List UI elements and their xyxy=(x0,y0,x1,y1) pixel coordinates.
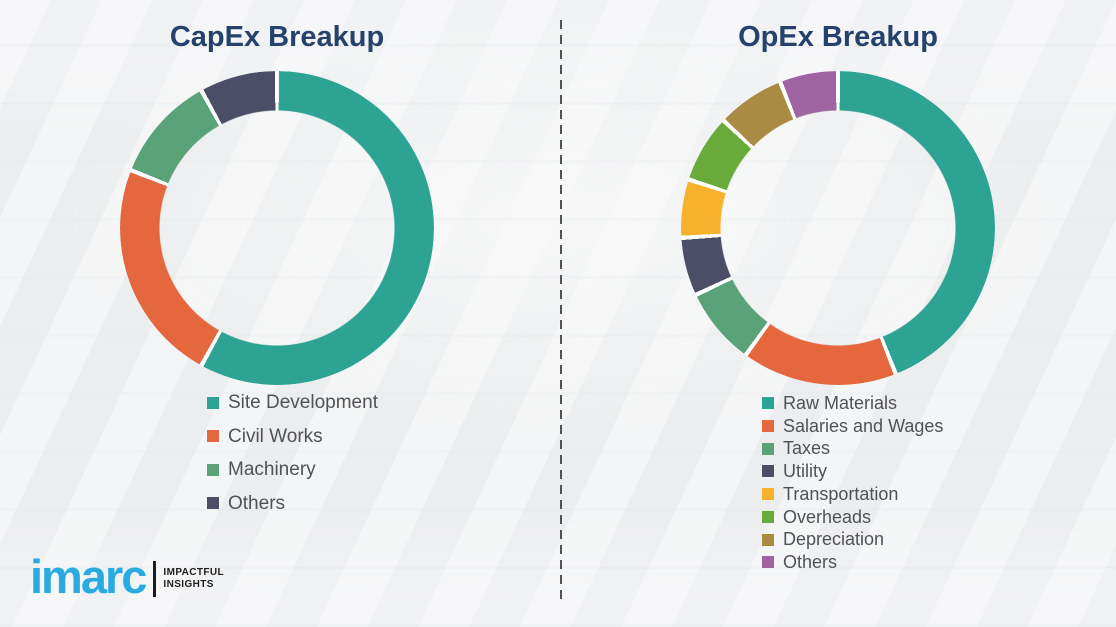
legend-swatch xyxy=(762,442,774,455)
legend-label: Machinery xyxy=(228,459,316,480)
legend-item: Site Development xyxy=(207,393,378,413)
capex-chart-title: CapEx Breakup xyxy=(169,21,385,53)
legend-swatch xyxy=(207,430,219,443)
legend-item: Civil Works xyxy=(207,425,378,447)
legend-label: Salaries and Wages xyxy=(783,415,944,436)
legend-swatch xyxy=(762,510,774,523)
legend-item: Others xyxy=(207,492,378,514)
legend-swatch xyxy=(762,397,774,410)
logo-divider-bar xyxy=(153,560,157,597)
legend-label: Civil Works xyxy=(228,425,323,447)
logo-tagline-line2: INSIGHTS xyxy=(163,578,214,590)
legend-item: Utility xyxy=(762,460,943,483)
legend-item: Taxes xyxy=(762,437,943,460)
capex-donut-chart xyxy=(120,71,434,385)
legend-item: Overheads xyxy=(762,506,943,529)
legend-swatch xyxy=(762,420,774,433)
legend-swatch xyxy=(762,533,774,546)
logo-tagline: IMPACTFUL INSIGHTS xyxy=(163,567,224,591)
legend-item: Depreciation xyxy=(762,528,943,551)
capex-legend: Site Development Civil Works Machinery Othe… xyxy=(207,393,378,527)
legend-swatch xyxy=(207,497,219,510)
legend-swatch xyxy=(762,488,774,501)
imarc-logo: imarc IMPACTFUL INSIGHTS xyxy=(30,553,224,600)
opex-legend: Raw Materials Salaries and Wages Taxes Util… xyxy=(762,392,943,574)
legend-label: Site Development xyxy=(228,392,378,413)
legend-label: Others xyxy=(228,492,286,514)
legend-swatch xyxy=(762,465,774,478)
legend-item: Machinery xyxy=(207,460,378,480)
legend-label: Utility xyxy=(783,461,827,482)
legend-swatch xyxy=(207,396,219,409)
legend-label: Depreciation xyxy=(783,529,885,550)
legend-label: Transportation xyxy=(783,483,899,504)
imarc-logo-text: imarc xyxy=(30,550,147,603)
legend-label: Raw Materials xyxy=(783,393,898,413)
opex-donut-chart xyxy=(681,71,995,385)
legend-swatch xyxy=(207,463,219,476)
legend-swatch xyxy=(762,556,774,569)
opex-chart-title: OpEx Breakup xyxy=(738,21,938,53)
legend-item: Raw Materials xyxy=(762,392,943,415)
legend-label: Others xyxy=(783,551,838,572)
legend-item: Transportation xyxy=(762,483,943,506)
legend-item: Salaries and Wages xyxy=(762,415,943,438)
legend-label: Overheads xyxy=(783,506,872,527)
legend-label: Taxes xyxy=(783,438,831,459)
logo-tagline-line1: IMPACTFUL xyxy=(163,566,225,578)
vertical-dashed-divider xyxy=(560,20,562,600)
legend-item: Others xyxy=(762,551,943,574)
